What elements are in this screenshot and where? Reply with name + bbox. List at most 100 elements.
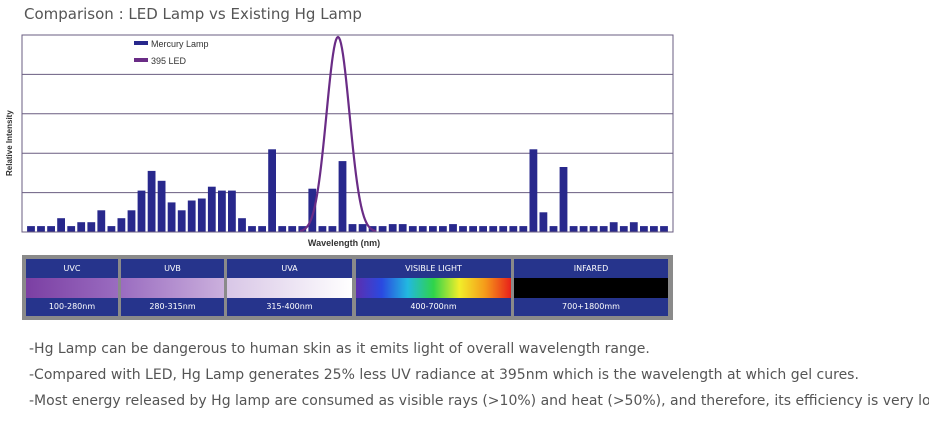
mercury-bar [348,224,357,232]
mercury-bar [589,226,598,232]
mercury-bar [37,226,45,232]
mercury-bar [47,226,55,232]
mercury-bar [599,226,608,232]
mercury-bar [258,226,266,232]
mercury-bar [308,188,317,232]
band-uvc: UVC 100-280nm [26,259,118,316]
mercury-bar [509,226,518,232]
mercury-bar [660,226,668,232]
mercury-bar [278,226,287,232]
mercury-bar [187,200,196,232]
mercury-bars [27,149,668,232]
band-uvb: UVB 280-315nm [121,259,224,316]
legend-label-led: 395 LED [151,56,187,66]
page-title: Comparison : LED Lamp vs Existing Hg Lam… [24,5,362,23]
mercury-bar [650,226,658,232]
band-infrared-range: 700+1800mm [514,298,668,316]
mercury-bar [539,212,548,232]
mercury-bar [157,180,166,232]
mercury-bar [398,224,407,232]
band-visible: VISIBLE LIGHT 400-700nm [356,259,511,316]
band-uva: UVA 315-400nm [227,259,352,316]
legend-label-mercury: Mercury Lamp [151,39,209,49]
mercury-bar [640,226,648,232]
band-uvb-swatch [121,278,224,298]
legend-swatch-led [134,58,148,62]
band-uvb-label: UVB [121,259,224,278]
mercury-bar [97,210,106,232]
mercury-bar [268,149,276,232]
mercury-bar [318,226,327,232]
mercury-bar [609,222,618,232]
mercury-bar [579,226,588,232]
band-visible-range: 400-700nm [356,298,511,316]
mercury-bar [549,226,558,232]
mercury-bar [127,210,136,232]
band-uvc-label: UVC [26,259,118,278]
mercury-bar [197,198,206,232]
band-infrared: INFARED 700+1800mm [514,259,668,316]
band-visible-label: VISIBLE LIGHT [356,259,511,278]
mercury-bar [177,210,186,232]
led-395-curve [299,35,377,233]
mercury-bar [499,226,508,232]
spectrum-chart: Mercury Lamp 395 LED Relative Intensity … [5,34,674,248]
mercury-bar [378,226,387,232]
mercury-bar [67,226,76,232]
notes-list: -Hg Lamp can be dangerous to human skin … [29,336,929,414]
mercury-bar [439,226,447,232]
mercury-bar [238,218,246,232]
mercury-bar [167,202,176,232]
mercury-bar [57,218,65,232]
note-item: -Compared with LED, Hg Lamp generates 25… [29,367,859,383]
mercury-bar [388,224,397,232]
mercury-bar [228,190,236,232]
mercury-bar [87,222,96,232]
mercury-bar [117,218,126,232]
mercury-bar [338,161,347,232]
note-item: -Most energy released by Hg lamp are con… [29,393,929,409]
mercury-bar [328,226,337,232]
band-uvc-swatch [26,278,118,298]
mercury-bar [107,226,116,232]
mercury-bar [569,226,578,232]
mercury-bar [298,226,307,232]
mercury-bar [519,226,528,232]
legend-swatch-mercury [134,41,148,45]
mercury-bar [137,190,146,232]
mercury-bar [358,224,367,232]
mercury-bar [529,149,538,232]
mercury-bar [77,222,86,232]
band-infrared-label: INFARED [514,259,668,278]
mercury-bar [218,190,226,232]
mercury-bar [619,226,628,232]
mercury-bar [469,226,477,232]
band-uva-range: 315-400nm [227,298,352,316]
mercury-bar [489,226,498,232]
mercury-bar [288,226,297,232]
band-uvc-range: 100-280nm [26,298,118,316]
mercury-bar [408,226,417,232]
band-uva-label: UVA [227,259,352,278]
band-uvb-range: 280-315nm [121,298,224,316]
mercury-bar [418,226,427,232]
band-visible-swatch [356,278,511,298]
legend: Mercury Lamp 395 LED [134,39,209,66]
spectrum-strip: UVC 100-280nm UVB 280-315nm UVA 315-400n… [22,255,673,320]
band-uva-swatch [227,278,352,298]
mercury-bar [207,186,216,232]
y-axis-label: Relative Intensity [5,110,14,176]
mercury-bar [429,226,437,232]
mercury-bar [479,226,487,232]
mercury-bar [449,224,457,232]
mercury-bar [629,222,638,232]
mercury-bar [559,167,568,232]
mercury-bar [147,170,156,232]
mercury-bar [248,226,256,232]
note-item: -Hg Lamp can be dangerous to human skin … [29,341,650,357]
x-axis-label: Wavelength (nm) [308,238,380,248]
band-infrared-swatch [514,278,668,298]
mercury-bar [459,226,467,232]
plot-frame [21,34,674,233]
mercury-bar [27,226,35,232]
